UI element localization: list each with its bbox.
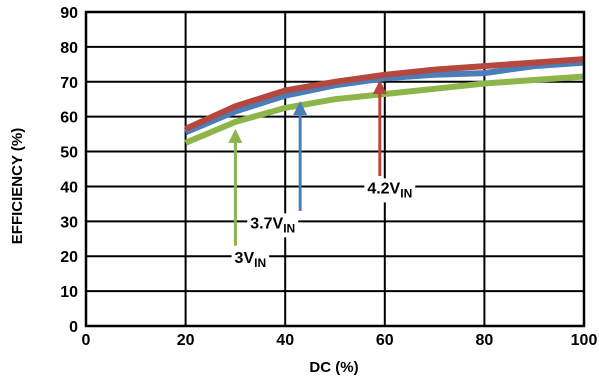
y-tick-label: 40 [60, 179, 78, 196]
plot-border [84, 10, 586, 328]
y-tick-label: 10 [60, 284, 78, 301]
y-tick-label: 90 [60, 5, 78, 22]
annotation-label-3: 4.2VIN [367, 180, 412, 200]
y-tick-label: 50 [60, 145, 78, 162]
y-axis-title: EFFICIENCY (%) [9, 128, 26, 244]
annotation-label-bg [231, 248, 270, 273]
plot-frame [84, 10, 586, 328]
annotation-label-main: 4.2V [367, 180, 400, 197]
x-tick-label: 20 [177, 332, 195, 349]
annotation-label-main: 3V [235, 250, 255, 267]
x-tick-label: 100 [571, 332, 598, 349]
annotation-arrow-head-1 [228, 128, 243, 143]
y-tick-label: 70 [60, 75, 78, 92]
annotation-label-subscript: IN [283, 221, 295, 235]
y-tick-label: 30 [60, 214, 78, 231]
annotation-label-bg [364, 178, 416, 203]
x-tick-label: 0 [82, 332, 91, 349]
y-tick-label: 80 [60, 40, 78, 57]
x-axis-title: DC (%) [309, 359, 358, 376]
annotation-label-subscript: IN [400, 186, 412, 200]
grid [86, 12, 584, 326]
x-tick-label: 60 [376, 332, 394, 349]
tick-labels: 0 10 20 30 40 50 60 70 80 90 0 20 40 60 80 100 [60, 5, 597, 349]
annotation-label-bg [247, 213, 299, 238]
annotation-arrow-head-3 [372, 80, 387, 95]
annotation-arrow-head-2 [293, 100, 308, 115]
annotation-label-main: 3.7V [250, 215, 283, 232]
y-tick-label: 60 [60, 110, 78, 127]
x-tick-label: 80 [476, 332, 494, 349]
y-tick-label: 0 [69, 319, 78, 336]
annotation-label-subscript: IN [254, 256, 266, 270]
y-tick-label: 20 [60, 249, 78, 266]
annotation-label-1: 3VIN [235, 250, 267, 270]
series-line-3 [184, 56, 585, 132]
series-line-2 [184, 59, 585, 136]
x-tick-label: 40 [276, 332, 294, 349]
annotation-label-2: 3.7VIN [250, 215, 295, 235]
